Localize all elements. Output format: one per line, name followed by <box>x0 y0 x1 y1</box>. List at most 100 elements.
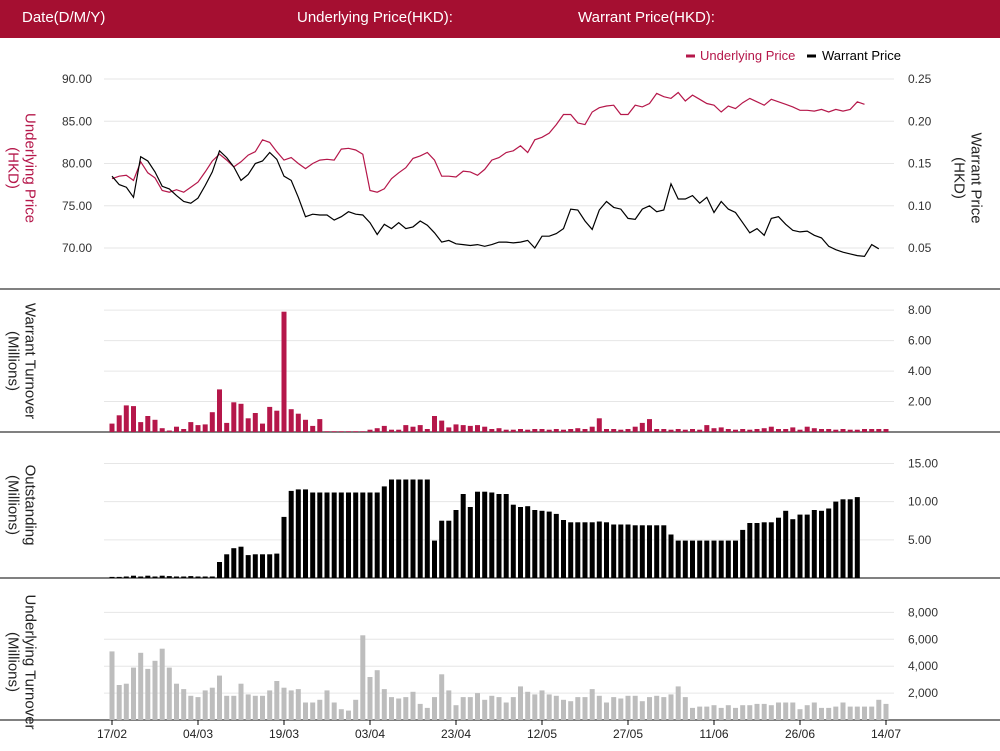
outstanding-bar <box>546 511 552 578</box>
underlying-turnover-bar <box>503 702 509 720</box>
warrant-turnover-bar <box>424 429 430 432</box>
y-axis-title-right-line: Warrant Price <box>968 132 985 223</box>
warrant-turnover-bar <box>754 429 760 432</box>
warrant-turnover-axis-title-line: Warrant Turnover <box>22 303 39 419</box>
warrant-turnover-bar <box>303 419 308 432</box>
warrant-turnover-bar <box>618 429 624 432</box>
outstanding-bar <box>668 534 674 578</box>
warrant-turnover-bar <box>611 429 617 432</box>
warrant-turnover-bar <box>202 424 208 432</box>
warrant-turnover-bar <box>353 431 359 432</box>
warrant-turnover-bar <box>281 311 287 432</box>
outstanding-bar <box>403 479 409 578</box>
outstanding-bar <box>654 525 660 578</box>
underlying-turnover-bar <box>682 697 688 720</box>
outstanding-bar <box>338 492 344 578</box>
x-tick-label: 23/04 <box>441 727 471 741</box>
warrant-turnover-bar <box>152 419 158 432</box>
warrant-turnover-bar <box>768 426 774 432</box>
underlying-turnover-bar <box>331 702 337 720</box>
outstanding-bar <box>217 562 222 578</box>
warrant-turnover-bar <box>446 427 452 432</box>
outstanding-bar <box>854 497 860 578</box>
underlying-turnover-bar <box>231 695 237 720</box>
outstanding-bar <box>453 510 459 578</box>
underlying-price-label: Underlying Price(HKD): <box>297 9 453 26</box>
underlying-turnover-bar <box>654 695 660 720</box>
outstanding-bar <box>740 529 746 578</box>
underlying-turnover-bar <box>553 695 559 720</box>
underlying-turnover-bar <box>346 710 351 720</box>
underlying-turnover-bar <box>733 707 738 720</box>
underlying-turnover-bar <box>267 690 273 720</box>
warrant-turnover-bar <box>138 422 144 432</box>
warrant-turnover-bar <box>116 415 122 433</box>
warrant-turnover-bar <box>174 426 179 432</box>
outstanding-bar <box>754 523 760 578</box>
warrant-turnover-bar <box>704 425 710 432</box>
warrant-turnover-bar <box>453 424 459 432</box>
underlying-turnover-bar <box>109 651 115 720</box>
underlying-turnover-bar <box>790 702 796 720</box>
outstanding-bar <box>310 492 316 578</box>
warrant-turnover-bar <box>467 425 473 432</box>
underlying-turnover-bar <box>675 686 681 720</box>
outstanding-bar <box>768 522 774 578</box>
underlying-turnover-bar <box>596 695 602 720</box>
outstanding-bar <box>360 492 366 578</box>
warrant-turnover-bar <box>381 425 387 432</box>
underlying-turnover-bar <box>661 697 667 720</box>
underlying-turnover-bar <box>840 702 846 720</box>
warrant-turnover-bar <box>403 425 409 432</box>
outstanding-bar <box>489 492 495 578</box>
warrant-turnover-bar <box>503 429 509 432</box>
underlying-turnover-bar <box>776 702 781 720</box>
underlying-turnover-bar <box>224 695 230 720</box>
x-tick-label: 04/03 <box>183 727 213 741</box>
y-tick-label-right: 0.20 <box>908 114 932 128</box>
underlying-price-line <box>111 91 865 193</box>
underlying-turnover-bar <box>854 706 860 720</box>
warrant-turnover-bar <box>231 402 237 432</box>
underlying-turnover-bar <box>510 697 516 720</box>
outstanding-bar <box>195 576 201 578</box>
y-tick-label-right: 0.25 <box>908 72 932 86</box>
warrant-turnover-tick-label: 8.00 <box>908 303 932 317</box>
underlying-turnover-bar <box>281 687 287 720</box>
warrant-turnover-bar <box>876 429 882 432</box>
outstanding-bar <box>424 479 430 578</box>
underlying-turnover-bar <box>604 702 609 720</box>
warrant-turnover-bar <box>582 429 588 432</box>
underlying-turnover-bar <box>575 697 581 720</box>
underlying-turnover-bar <box>690 707 695 720</box>
underlying-turnover-bar <box>317 699 323 720</box>
outstanding-bar <box>589 522 595 578</box>
warrant-turnover-bar <box>761 428 767 432</box>
warrant-turnover-bar <box>317 419 323 432</box>
warrant-turnover-bar <box>804 426 810 432</box>
warrant-turnover-bar <box>883 429 889 432</box>
warrant-turnover-bar <box>410 426 416 432</box>
underlying-turnover-bar <box>374 670 380 720</box>
warrant-turnover-bar <box>596 418 602 432</box>
warrant-turnover-bar <box>733 429 738 432</box>
warrant-turnover-axis-title-line: (Millions) <box>5 331 22 391</box>
warrant-turnover-bar <box>632 426 638 432</box>
y-axis-title-left: Underlying Price(HKD) <box>5 113 39 223</box>
underlying-turnover-bar <box>482 699 488 720</box>
outstanding-bar <box>725 540 731 578</box>
underlying-turnover-tick-label: 8,000 <box>908 605 938 619</box>
outstanding-tick-label: 5.00 <box>908 533 932 547</box>
underlying-turnover-tick-label: 2,000 <box>908 686 938 700</box>
underlying-turnover-bar <box>589 689 595 720</box>
outstanding-bar <box>116 576 122 578</box>
warrant-turnover-bar <box>553 429 559 432</box>
underlying-turnover-bar <box>639 701 645 720</box>
underlying-turnover-bar <box>238 683 244 720</box>
x-tick-label: 11/06 <box>699 727 728 741</box>
warrant-turnover-bar <box>439 420 445 432</box>
warrant-turnover-bar <box>647 419 652 432</box>
y-tick-label-left: 80.00 <box>62 157 92 171</box>
outstanding-bar <box>776 517 781 578</box>
warrant-turnover-bar <box>432 416 437 432</box>
